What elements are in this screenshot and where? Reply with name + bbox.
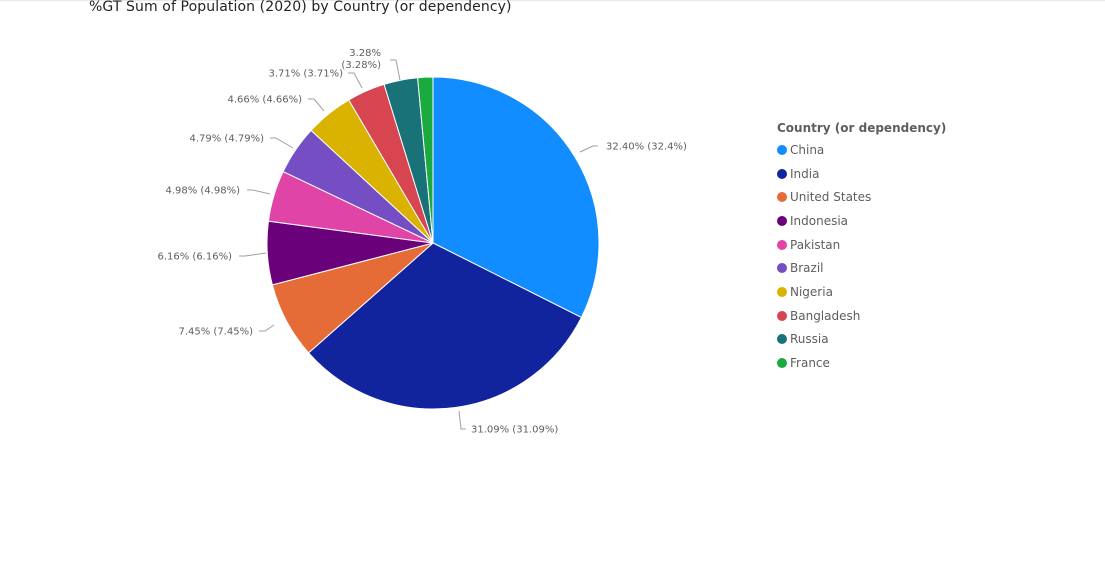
pie-slice-india[interactable] bbox=[307, 242, 583, 410]
legend-label-india: India bbox=[790, 166, 820, 181]
legend-title: Country (or dependency) bbox=[777, 121, 947, 135]
legend-label-brazil: Brazil bbox=[790, 261, 824, 276]
legend: Country (or dependency) China India United… bbox=[777, 118, 946, 375]
leader-line-india bbox=[458, 410, 466, 430]
data-label-united-states: 7.45% (7.45%) bbox=[178, 327, 253, 338]
leader-line-pakistan bbox=[247, 189, 271, 195]
legend-dot-france bbox=[777, 358, 787, 369]
data-label-bangladesh: 3.71% (3.71%) bbox=[268, 69, 343, 80]
data-label-india: 31.09% (31.09%) bbox=[471, 425, 558, 436]
data-label-nigeria: 4.66% (4.66%) bbox=[227, 95, 302, 106]
pie-slice-china[interactable] bbox=[432, 76, 600, 319]
leader-line-nigeria bbox=[308, 98, 325, 112]
legend-label-pakistan: Pakistan bbox=[790, 237, 841, 252]
legend-dot-russia bbox=[777, 334, 787, 345]
legend-dot-india bbox=[777, 168, 787, 179]
legend-item-china[interactable]: China bbox=[777, 138, 946, 162]
legend-item-pakistan[interactable]: Pakistan bbox=[777, 233, 946, 257]
leader-line-united-states bbox=[259, 324, 275, 332]
legend-item-brazil[interactable]: Brazil bbox=[777, 256, 946, 280]
legend-item-france[interactable]: France bbox=[777, 351, 946, 375]
legend-dot-bangladesh bbox=[777, 310, 787, 321]
legend-label-united-states: United States bbox=[790, 190, 872, 205]
legend-item-united-states[interactable]: United States bbox=[777, 185, 946, 209]
leader-line-bangladesh bbox=[348, 72, 363, 89]
data-label-china: 32.40% (32.4%) bbox=[606, 142, 687, 153]
legend-label-china: China bbox=[790, 142, 825, 157]
legend-dot-brazil bbox=[777, 263, 787, 274]
data-label-pakistan: 4.98% (4.98%) bbox=[165, 186, 240, 197]
legend-item-indonesia[interactable]: Indonesia bbox=[777, 209, 946, 233]
leader-line-indonesia bbox=[239, 252, 267, 257]
legend-label-france: France bbox=[790, 356, 830, 371]
data-label-brazil: 4.79% (4.79%) bbox=[189, 134, 264, 145]
legend-label-nigeria: Nigeria bbox=[790, 284, 833, 299]
legend-label-russia: Russia bbox=[790, 332, 829, 347]
pie-slice-france[interactable] bbox=[417, 76, 434, 244]
legend-item-bangladesh[interactable]: Bangladesh bbox=[777, 304, 946, 328]
legend-dot-indonesia bbox=[777, 215, 787, 226]
chart-title: %GT Sum of Population (2020) by Country … bbox=[89, 0, 512, 15]
leader-line-china bbox=[579, 145, 598, 153]
legend-dot-pakistan bbox=[777, 239, 787, 250]
leader-line-brazil bbox=[270, 137, 294, 149]
leader-line-russia bbox=[390, 59, 401, 81]
legend-item-nigeria[interactable]: Nigeria bbox=[777, 280, 946, 304]
legend-dot-china bbox=[777, 144, 787, 155]
data-label-russia: 3.28% (3.28%) bbox=[341, 48, 381, 71]
top-divider bbox=[0, 0, 1105, 1]
legend-item-russia[interactable]: Russia bbox=[777, 328, 946, 352]
legend-dot-nigeria bbox=[777, 286, 787, 297]
legend-label-bangladesh: Bangladesh bbox=[790, 308, 861, 323]
legend-label-indonesia: Indonesia bbox=[790, 213, 849, 228]
data-label-indonesia: 6.16% (6.16%) bbox=[157, 252, 232, 263]
legend-dot-united-states bbox=[777, 192, 787, 203]
legend-item-india[interactable]: India bbox=[777, 162, 946, 186]
